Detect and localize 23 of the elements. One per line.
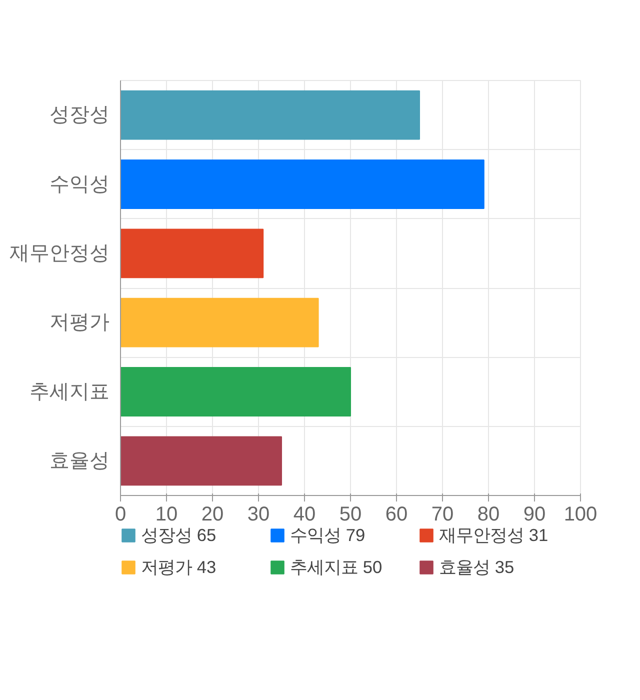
x-tick-label: 20 (201, 504, 224, 526)
legend-label: 저평가 43 (141, 556, 218, 579)
y-tick-label: 효율성 (50, 450, 110, 472)
y-tick-label: 수익성 (50, 173, 110, 196)
x-tick-label: 50 (339, 504, 362, 526)
legend-label: 수익성 79 (290, 525, 366, 545)
legend-label: 효율성 35 (439, 556, 516, 579)
x-tick-label: 60 (385, 504, 408, 526)
y-tick-label: 성장성 (50, 104, 110, 126)
x-tick-label: 0 (114, 504, 126, 526)
legend-label: 성장성 65 (141, 525, 216, 545)
x-tick-label: 90 (523, 504, 546, 526)
x-tick-label: 70 (431, 504, 454, 526)
x-tick-label: 10 (155, 504, 178, 526)
y-tick-label: 추세지표 (30, 380, 110, 403)
x-tick-label: 40 (293, 504, 316, 526)
legend-label: 재무안정성 31 (439, 524, 550, 547)
y-tick-label: 저평가 (50, 312, 110, 334)
x-tick-label: 100 (564, 504, 598, 526)
y-tick-label: 재무안정성 (10, 242, 110, 264)
x-tick-label: 80 (477, 504, 500, 526)
legend-label: 추세지표 50 (290, 556, 384, 579)
x-tick-label: 30 (247, 504, 270, 526)
